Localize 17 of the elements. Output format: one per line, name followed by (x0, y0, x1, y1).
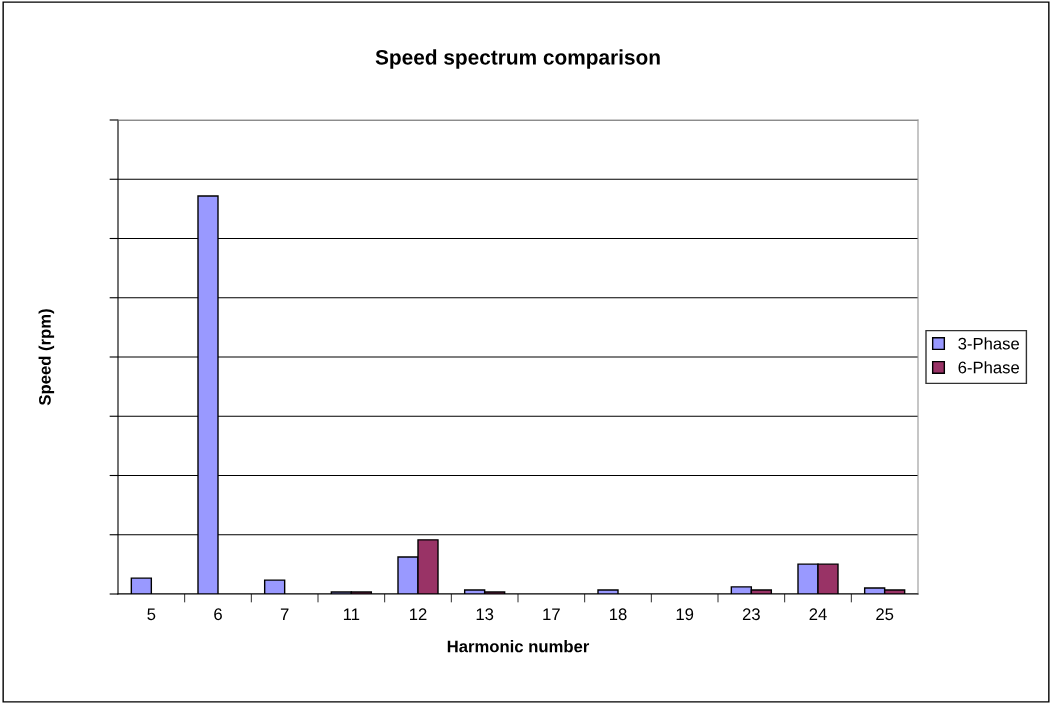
x-tick-label: 13 (476, 608, 494, 621)
legend-label: 3-Phase (958, 337, 1019, 350)
x-tick-label: 23 (742, 608, 760, 621)
x-tick-label: 25 (876, 608, 894, 621)
x-tick-label: 18 (610, 608, 627, 621)
x-tick-label: 7 (280, 608, 289, 620)
y-axis-title: Speed (rpm) (38, 309, 55, 406)
x-axis-title: Harmonic number (447, 640, 590, 653)
chart-title: Speed spectrum comparison (375, 49, 660, 69)
x-tick-label: 19 (676, 608, 694, 621)
legend-label: 6-Phase (958, 361, 1019, 374)
x-tick-label: 17 (543, 608, 560, 620)
x-tick-label: 12 (410, 608, 427, 620)
x-tick-label: 11 (343, 608, 360, 620)
x-tick-label: 6 (214, 608, 222, 621)
x-tick-label: 5 (147, 608, 156, 621)
x-tick-label: 24 (809, 608, 827, 620)
